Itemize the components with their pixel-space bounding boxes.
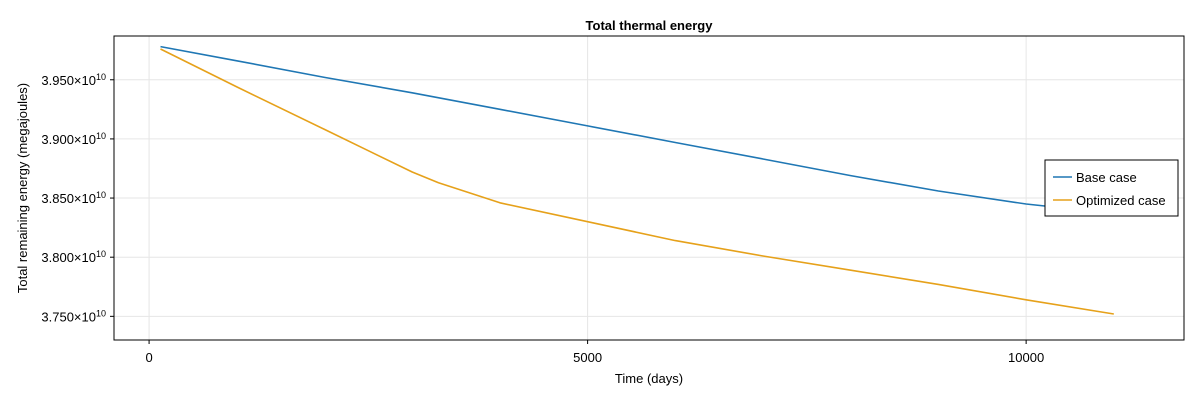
ticks: 0 5000 10000 3.750×1010 3.800×1010 3.850×1010… [41, 72, 1044, 365]
legend-box [1044, 159, 1179, 217]
grid [114, 36, 1184, 340]
chart-title: Total thermal energy [586, 18, 714, 33]
y-tick-label: 3.750×1010 [41, 308, 106, 324]
x-tick-label: 5000 [573, 350, 602, 365]
x-axis-label: Time (days) [615, 371, 683, 386]
series-line-1 [160, 45, 1114, 215]
plot-frame [113, 35, 1185, 341]
legend-label: Base case [1076, 170, 1137, 185]
y-tick-label: 3.900×1010 [41, 131, 106, 147]
series-line-2 [160, 48, 1114, 315]
y-tick-label: 3.950×1010 [41, 72, 106, 88]
series-layer [160, 45, 1114, 315]
y-tick-label: 3.850×1010 [41, 190, 106, 206]
y-axis-label: Total remaining energy (megajoules) [15, 83, 30, 293]
legend-label: Optimized case [1076, 193, 1166, 208]
y-tick-label: 3.800×1010 [41, 249, 106, 265]
legend: Base case Optimized case [1044, 159, 1179, 217]
x-tick-label: 10000 [1008, 350, 1044, 365]
x-tick-label: 0 [145, 350, 152, 365]
